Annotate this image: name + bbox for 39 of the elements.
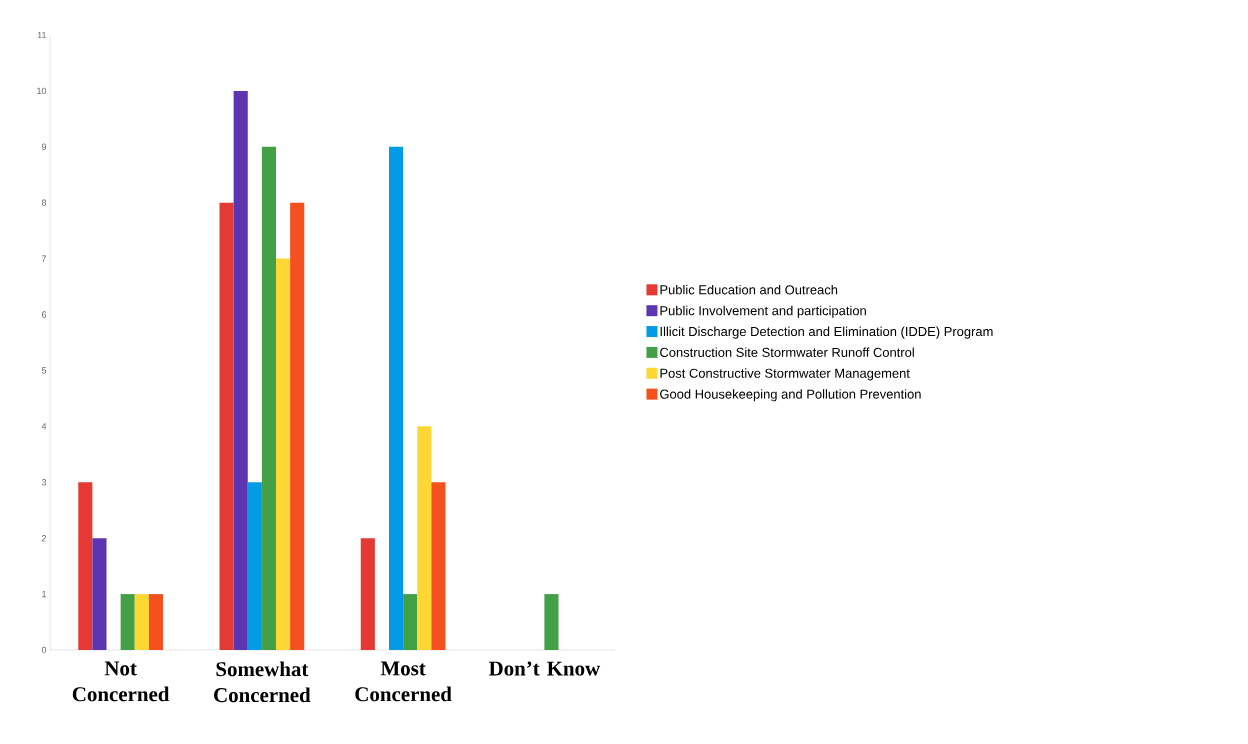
bar xyxy=(78,482,93,650)
bar xyxy=(233,90,248,650)
bar xyxy=(247,482,262,650)
legend-label: Post Constructive Stormwater Management xyxy=(660,368,910,381)
bar xyxy=(544,594,559,650)
bar xyxy=(120,594,135,650)
x-tick-label: Somewhat Concerned xyxy=(214,661,311,703)
bar xyxy=(417,426,432,650)
y-tick-label: 11 xyxy=(37,31,47,39)
bar xyxy=(389,146,404,650)
y-tick-label: 7 xyxy=(41,255,47,262)
legend-label: Good Housekeeping and Pollution Prevention xyxy=(660,389,921,402)
bar xyxy=(360,538,375,650)
y-tick-label: 3 xyxy=(41,479,47,486)
bar xyxy=(431,482,446,650)
bar xyxy=(134,594,149,650)
bar xyxy=(403,594,418,650)
y-tick-label: 4 xyxy=(41,423,47,430)
y-tick-label: 6 xyxy=(41,311,47,318)
x-tick-label: Not Concerned xyxy=(72,661,170,702)
bar xyxy=(92,538,107,650)
y-tick-label: 1 xyxy=(42,590,47,598)
bar xyxy=(148,594,164,650)
legend-label: Public Education and Outreach xyxy=(660,284,838,295)
y-tick-label: 2 xyxy=(41,535,47,542)
bar xyxy=(219,202,234,650)
legend-label: Construction Site Stormwater Runoff Control xyxy=(660,347,914,357)
bar xyxy=(276,258,291,650)
x-tick-label: Most Concerned xyxy=(355,661,452,702)
y-tick-label: 9 xyxy=(41,143,47,150)
bar xyxy=(261,146,277,650)
bar xyxy=(290,202,305,650)
y-tick-label: 5 xyxy=(41,367,47,374)
y-tick-label: 8 xyxy=(41,199,47,206)
legend-label: Illicit Discharge Detection and Elimination (IDDE) Program xyxy=(660,326,993,339)
legend-label: Public Involvement and participation xyxy=(660,305,866,318)
y-tick-label: 10 xyxy=(37,87,47,95)
x-tick-label: Don’t Know xyxy=(488,661,601,676)
y-tick-label: 0 xyxy=(41,646,47,654)
